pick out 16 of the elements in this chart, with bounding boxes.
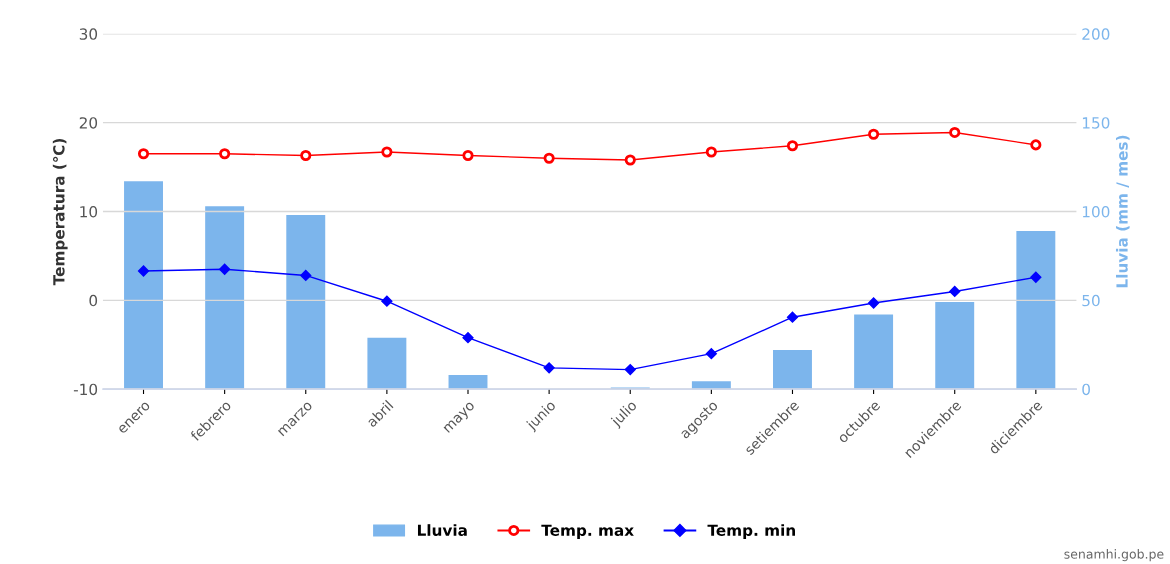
legend-label: Lluvia [417,524,467,537]
y-axis-title: Temperatura (℃) [52,139,68,286]
y2-tick-label: 200 [1082,28,1110,40]
y-tick-label: -10 [73,383,98,396]
y-tick-label: 20 [79,117,98,129]
legend-label: Temp. min [707,524,795,539]
y-tick-label: 0 [89,294,98,307]
y-tick-label: 10 [80,205,98,218]
y-tick-label: 30 [79,28,98,40]
legend-label: Temp. max [541,524,634,539]
y2-axis-title: Lluvia (mm / mes) [1115,135,1130,288]
text: senamhi.gob.pe [1064,549,1164,562]
y2-tick-label: 0 [1082,383,1090,396]
y2-tick-label: 50 [1082,294,1100,307]
y2-tick-label: 100 [1082,205,1110,218]
y2-tick-label: 150 [1082,117,1110,129]
